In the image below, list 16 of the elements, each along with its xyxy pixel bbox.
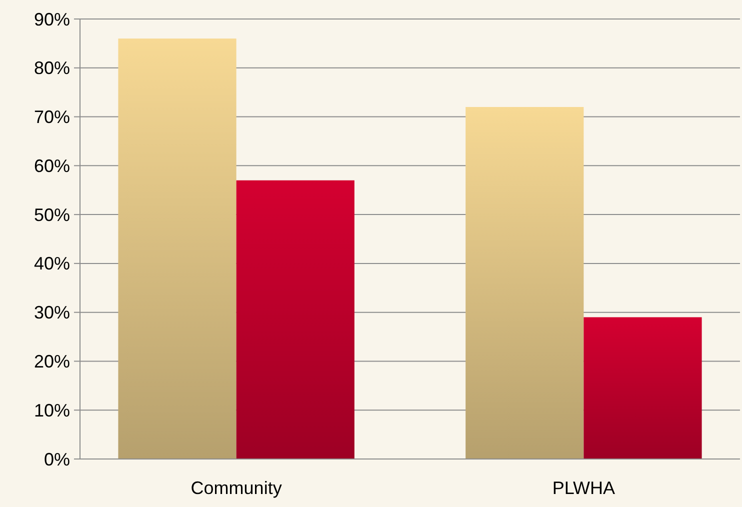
y-tick-label: 10% xyxy=(34,400,70,420)
y-tick-label: 20% xyxy=(34,352,70,372)
x-tick-label: PLWHA xyxy=(552,478,616,498)
y-tick-label: 90% xyxy=(34,9,70,30)
y-tick-label: 80% xyxy=(34,58,70,78)
y-tick-label: 40% xyxy=(34,254,70,274)
bar xyxy=(584,317,702,459)
x-tick-label: Community xyxy=(190,478,282,498)
bar xyxy=(466,107,584,459)
y-tick-label: 50% xyxy=(34,204,70,225)
bar xyxy=(236,180,354,459)
y-tick-label: 0% xyxy=(44,449,70,470)
y-tick-label: 30% xyxy=(34,302,70,323)
bar xyxy=(118,38,236,459)
y-tick-label: 70% xyxy=(34,107,70,128)
y-tick-label: 60% xyxy=(34,156,70,176)
